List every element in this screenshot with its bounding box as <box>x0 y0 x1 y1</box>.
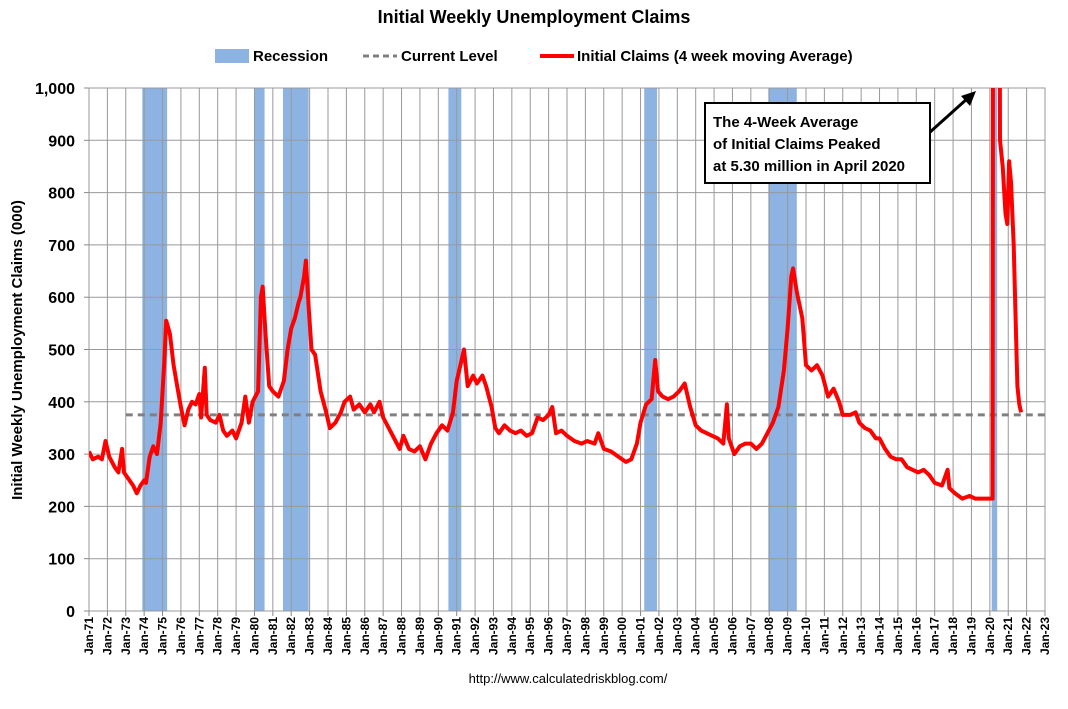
annotation-text: The 4-Week Average <box>713 114 858 131</box>
y-tick-label: 100 <box>48 552 75 569</box>
y-tick-label: 300 <box>48 447 75 464</box>
x-tick-label: Jan-19 <box>964 617 978 655</box>
x-tick-label: Jan-89 <box>413 617 427 655</box>
x-tick-label: Jan-05 <box>707 617 721 655</box>
x-tick-label: Jan-11 <box>817 617 831 655</box>
x-tick-label: Jan-95 <box>523 617 537 655</box>
chart-title: Initial Weekly Unemployment Claims <box>378 7 691 27</box>
x-tick-label: Jan-94 <box>505 617 519 655</box>
x-tick-label: Jan-79 <box>229 617 243 655</box>
x-tick-label: Jan-23 <box>1038 617 1052 655</box>
x-tick-label: Jan-07 <box>744 617 758 655</box>
annotation-text: of Initial Claims Peaked <box>713 136 881 153</box>
y-tick-label: 0 <box>66 604 75 621</box>
x-tick-label: Jan-22 <box>1020 617 1034 655</box>
annotation-box <box>704 102 931 184</box>
x-tick-label: Jan-20 <box>983 617 997 655</box>
x-tick-label: Jan-14 <box>873 617 887 655</box>
legend-label: Initial Claims (4 week moving Average) <box>577 48 853 65</box>
x-tick-label: Jan-91 <box>450 617 464 655</box>
x-tick-label: Jan-78 <box>211 617 225 655</box>
legend: Recession Current Level Initial Claims (… <box>215 48 853 65</box>
annotation-arrowhead <box>961 91 976 106</box>
x-tick-label: Jan-96 <box>542 617 556 655</box>
x-tick-label: Jan-10 <box>799 617 813 655</box>
x-tick-label: Jan-12 <box>836 617 850 655</box>
x-tick-label: Jan-75 <box>156 617 170 655</box>
x-tick-label: Jan-99 <box>597 617 611 655</box>
y-tick-label: 600 <box>48 290 75 307</box>
y-tick-label: 900 <box>48 133 75 150</box>
x-tick-label: Jan-01 <box>634 617 648 655</box>
x-tick-label: Jan-04 <box>689 617 703 655</box>
y-tick-label: 400 <box>48 395 75 412</box>
x-tick-label: Jan-92 <box>468 617 482 655</box>
x-tick-label: Jan-82 <box>284 617 298 655</box>
x-tick-label: Jan-09 <box>781 617 795 655</box>
x-tick-label: Jan-88 <box>395 617 409 655</box>
y-tick-label: 500 <box>48 343 75 360</box>
x-tick-label: Jan-06 <box>725 617 739 655</box>
x-tick-label: Jan-84 <box>321 617 335 655</box>
x-tick-label: Jan-83 <box>303 617 317 655</box>
legend-label: Current Level <box>401 48 498 65</box>
source-text: http://www.calculatedriskblog.com/ <box>469 671 668 686</box>
y-tick-label: 200 <box>48 499 75 516</box>
x-tick-label: Jan-03 <box>670 617 684 655</box>
x-tick-label: Jan-15 <box>891 617 905 655</box>
x-tick-label: Jan-97 <box>560 617 574 655</box>
x-tick-label: Jan-77 <box>192 617 206 655</box>
x-tick-label: Jan-17 <box>928 617 942 655</box>
series-line <box>89 88 1024 501</box>
y-axis-title: Initial Weekly Unemployment Claims (000) <box>9 200 26 500</box>
x-tick-label: Jan-21 <box>1001 617 1015 655</box>
x-tick-label: Jan-85 <box>339 617 353 655</box>
x-tick-label: Jan-71 <box>82 617 96 655</box>
x-tick-label: Jan-86 <box>358 617 372 655</box>
x-tick-label: Jan-80 <box>247 617 261 655</box>
x-tick-label: Jan-08 <box>762 617 776 655</box>
x-tick-label: Jan-02 <box>652 617 666 655</box>
x-tick-label: Jan-13 <box>854 617 868 655</box>
x-tick-label: Jan-18 <box>946 617 960 655</box>
legend-swatch <box>215 49 249 63</box>
x-tick-label: Jan-72 <box>100 617 114 655</box>
x-tick-label: Jan-81 <box>266 617 280 655</box>
legend-label: Recession <box>253 48 328 65</box>
x-tick-label: Jan-87 <box>376 617 390 655</box>
x-tick-label: Jan-76 <box>174 617 188 655</box>
x-tick-label: Jan-90 <box>431 617 445 655</box>
x-tick-label: Jan-16 <box>909 617 923 655</box>
annotation-text: at 5.30 million in April 2020 <box>713 158 905 175</box>
x-tick-label: Jan-73 <box>119 617 133 655</box>
y-tick-label: 700 <box>48 238 75 255</box>
annotation: The 4-Week Average of Initial Claims Pea… <box>704 91 976 184</box>
x-tick-label: Jan-93 <box>486 617 500 655</box>
annotation-arrow <box>927 96 970 135</box>
x-tick-label: Jan-98 <box>578 617 592 655</box>
y-tick-label: 800 <box>48 186 75 203</box>
x-tick-label: Jan-00 <box>615 617 629 655</box>
x-tick-label: Jan-74 <box>137 617 151 655</box>
y-tick-label: 1,000 <box>35 81 75 98</box>
